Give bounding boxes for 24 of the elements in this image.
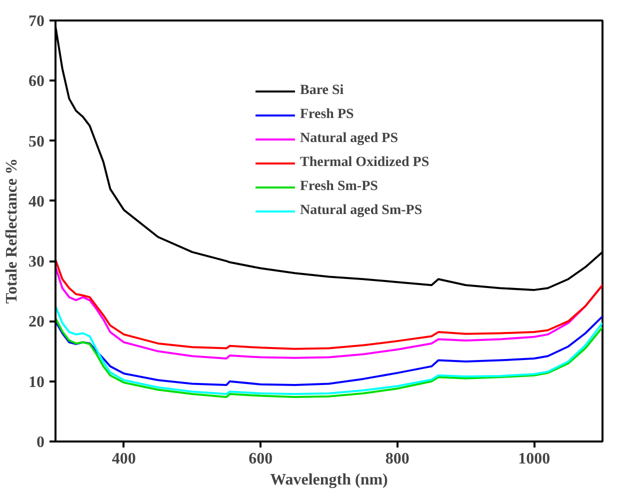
x-axis-title: Wavelength (nm) [270, 472, 388, 488]
x-tick-label: 400 [112, 450, 136, 468]
line-series [56, 317, 602, 398]
y-tick-label: 10 [28, 374, 44, 391]
line-series [56, 305, 602, 395]
y-tick-label: 60 [28, 73, 44, 90]
y-axis-title: Totale Reflectance % [4, 158, 20, 304]
legend-label: Thermal Oxidized PS [300, 155, 430, 171]
line-series [56, 258, 602, 350]
x-tick-label: 600 [248, 450, 273, 468]
y-tick-label: 20 [28, 314, 44, 331]
x-tick-label: 1000 [518, 450, 550, 468]
legend-label: Natural aged PS [300, 131, 398, 147]
y-tick-label: 40 [28, 193, 44, 210]
y-tick-label: 50 [28, 133, 44, 150]
y-tick-label: 30 [28, 254, 44, 271]
legend-label: Fresh Sm-PS [300, 179, 378, 195]
x-tick-label: 800 [385, 450, 410, 468]
y-tick-label: 0 [36, 434, 44, 451]
legend-label: Natural aged Sm-PS [300, 203, 422, 219]
line-series [56, 315, 602, 386]
y-tick-label: 70 [28, 13, 44, 30]
legend-label: Bare Si [300, 83, 344, 99]
legend-label: Fresh PS [300, 107, 354, 123]
